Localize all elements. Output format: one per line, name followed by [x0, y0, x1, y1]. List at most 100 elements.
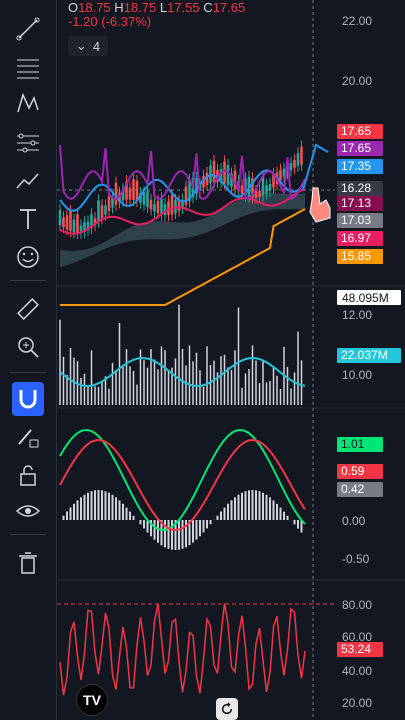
price-badge-orange: 15.85: [337, 249, 383, 264]
candle-body: [72, 219, 76, 233]
trash-tool[interactable]: [8, 546, 48, 580]
candle-body: [289, 162, 293, 171]
fib-tool[interactable]: [8, 50, 48, 84]
candle-body: [223, 161, 226, 184]
close-value: 17.65: [212, 0, 246, 15]
candle-body: [128, 187, 132, 200]
candle-body: [258, 190, 261, 197]
candle-body: [226, 165, 230, 185]
price-axis-label: 22.00: [342, 14, 373, 28]
candle-body: [76, 214, 79, 233]
pattern-tool[interactable]: [8, 86, 48, 120]
zoom-tool[interactable]: [8, 330, 48, 364]
candle-body: [282, 168, 286, 177]
emoji-tool[interactable]: [8, 240, 48, 274]
candle-body: [233, 170, 237, 190]
candle-body: [261, 176, 265, 196]
gann-tool[interactable]: [8, 126, 48, 160]
eye-tool[interactable]: [8, 494, 48, 528]
reset-chart-button[interactable]: [216, 698, 238, 720]
volume-ma-badge: 22.037M: [337, 348, 401, 363]
macd-axis-label: -0.50: [342, 552, 370, 566]
eye-icon: [15, 505, 41, 517]
candle-body: [195, 177, 198, 194]
candle-body: [90, 214, 93, 228]
candle-body: [135, 181, 139, 202]
candle-body: [114, 182, 118, 205]
high-label: H: [114, 0, 124, 15]
candle-body: [160, 198, 163, 215]
high-value: 18.75: [123, 0, 157, 15]
chevron-down-icon: ⌄: [75, 38, 87, 53]
arrow-annotation: [302, 143, 329, 191]
candle-body: [79, 225, 83, 233]
macd-signal-badge: 0.59: [337, 464, 383, 479]
magnet-icon: [19, 390, 37, 409]
candle-body: [272, 173, 275, 188]
zoom-in-icon: [18, 337, 39, 358]
candle-body: [279, 169, 282, 181]
macd-line: [59, 429, 306, 531]
macd-axis-label: 0.00: [342, 514, 366, 528]
emoji-icon: [17, 246, 39, 268]
lock-draw-tool[interactable]: [8, 420, 48, 454]
drawing-toolbar: [0, 0, 57, 720]
ohlc-legend: O18.75 H18.75 L17.55 C17.65: [68, 0, 245, 15]
ma-pink-line: [59, 188, 306, 235]
rsi-axis-label: 20.00: [342, 696, 373, 710]
candle-body: [139, 193, 142, 203]
text-tool[interactable]: [8, 202, 48, 236]
candle-body: [240, 185, 244, 194]
price-badge-blue: 17.35: [337, 159, 383, 174]
candle-body: [142, 192, 146, 205]
pattern-icon: [17, 92, 39, 113]
price-badge-pink: 16.97: [337, 231, 383, 246]
rsi-axis-label: 60.00: [342, 630, 373, 644]
close-label: C: [203, 0, 213, 15]
candle-body: [83, 222, 86, 232]
candle-body: [86, 221, 90, 231]
indicators-collapse-button[interactable]: ⌄ 4: [68, 36, 108, 56]
candle-body: [268, 184, 272, 191]
candle-body: [111, 197, 114, 208]
ruler-tool[interactable]: [8, 292, 48, 326]
volume-axis-label: 12.00: [342, 308, 373, 322]
trash-icon: [19, 552, 37, 574]
unlock-tool[interactable]: [8, 458, 48, 492]
candle-body: [100, 205, 104, 219]
price-badge-purple: 17.65: [337, 141, 383, 156]
candle-body: [93, 218, 97, 226]
candle-body: [181, 199, 184, 208]
rsi-axis-label: 40.00: [342, 664, 373, 678]
candle-body: [219, 169, 223, 183]
magnet-tool[interactable]: [12, 382, 44, 416]
low-label: L: [159, 0, 168, 15]
rsi-badge: 53.24: [337, 642, 383, 657]
change-value: -1.20 (-6.37%): [68, 14, 152, 29]
indicator-count: 4: [92, 38, 101, 54]
brush-tool[interactable]: [8, 164, 48, 198]
candle-body: [174, 199, 177, 213]
candle-body: [156, 200, 160, 214]
candle-body: [146, 190, 149, 208]
trend-line-tool[interactable]: [8, 12, 48, 46]
tradingview-logo[interactable]: TV: [76, 684, 108, 716]
low-value: 17.55: [167, 0, 200, 15]
candle-body: [254, 191, 258, 198]
ma-purple-line: [59, 144, 306, 201]
candle-body: [163, 204, 167, 216]
candle-body: [107, 196, 111, 211]
candle-body: [251, 178, 254, 198]
candle-body: [170, 195, 174, 215]
candle-body: [216, 170, 219, 182]
logo-text: TV: [83, 692, 101, 708]
candle-body: [188, 179, 191, 202]
price-badge-gray: 17.03: [337, 213, 383, 228]
candle-body: [58, 210, 62, 225]
text-icon: [20, 209, 36, 229]
candle-body: [286, 167, 289, 174]
price-badge-crosshair: 16.28: [337, 181, 383, 196]
hand-cursor-icon: [309, 187, 331, 223]
gann-icon: [17, 133, 39, 153]
